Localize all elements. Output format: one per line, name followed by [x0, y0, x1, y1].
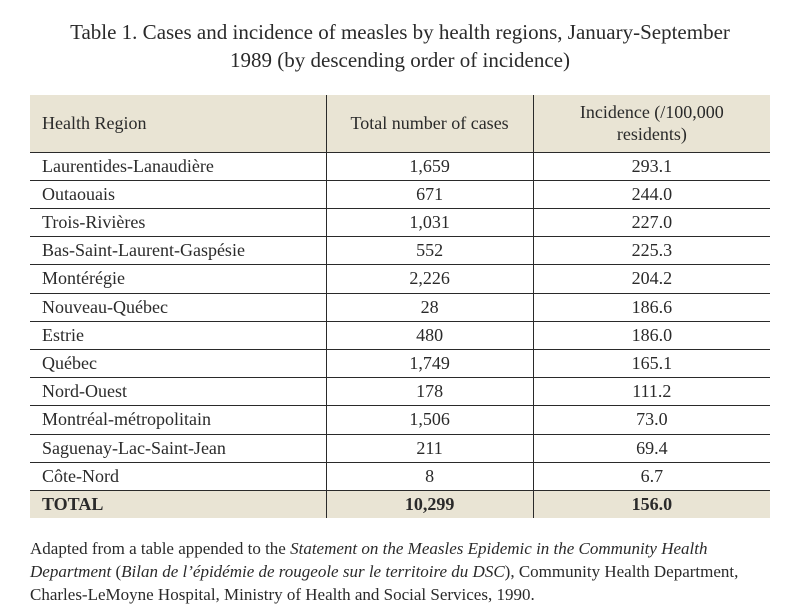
table-row: Montérégie2,226204.2 [30, 265, 770, 293]
cell-incidence: 225.3 [533, 237, 770, 265]
table-row: Nouveau-Québec28186.6 [30, 293, 770, 321]
cell-cases: 1,659 [326, 152, 533, 180]
cell-incidence: 186.6 [533, 293, 770, 321]
table-row: Montréal-métropolitain1,50673.0 [30, 406, 770, 434]
cell-cases: 211 [326, 434, 533, 462]
footnote-title-fr: Bilan de l’épidémie de rougeole sur le t… [121, 562, 505, 581]
col-header-cases: Total number of cases [326, 95, 533, 153]
total-cell-cases: 10,299 [326, 490, 533, 518]
table-footnote: Adapted from a table appended to the Sta… [30, 538, 770, 607]
cell-incidence: 6.7 [533, 462, 770, 490]
cell-region: Québec [30, 350, 326, 378]
cell-region: Montréal-métropolitain [30, 406, 326, 434]
table-row: Bas-Saint-Laurent-Gaspésie552225.3 [30, 237, 770, 265]
total-cell-incidence: 156.0 [533, 490, 770, 518]
cell-incidence: 165.1 [533, 350, 770, 378]
cell-cases: 1,506 [326, 406, 533, 434]
cell-cases: 1,749 [326, 350, 533, 378]
cell-incidence: 244.0 [533, 180, 770, 208]
footnote-open: ( [111, 562, 121, 581]
cell-incidence: 186.0 [533, 321, 770, 349]
footnote-pre: Adapted from a table appended to the [30, 539, 290, 558]
table-row: Nord-Ouest178111.2 [30, 378, 770, 406]
cell-cases: 552 [326, 237, 533, 265]
table-row: Saguenay-Lac-Saint-Jean21169.4 [30, 434, 770, 462]
table-title: Table 1. Cases and incidence of measles … [30, 18, 770, 75]
cell-incidence: 73.0 [533, 406, 770, 434]
cell-cases: 480 [326, 321, 533, 349]
table-row: Trois-Rivières1,031227.0 [30, 209, 770, 237]
measles-table: Health Region Total number of cases Inci… [30, 95, 770, 518]
cell-incidence: 227.0 [533, 209, 770, 237]
col-header-incidence: Incidence (/100,000 residents) [533, 95, 770, 153]
cell-region: Saguenay-Lac-Saint-Jean [30, 434, 326, 462]
cell-cases: 178 [326, 378, 533, 406]
table-row: Québec1,749165.1 [30, 350, 770, 378]
col-header-region: Health Region [30, 95, 326, 153]
cell-region: Laurentides-Lanaudière [30, 152, 326, 180]
table-row: Outaouais671244.0 [30, 180, 770, 208]
cell-cases: 8 [326, 462, 533, 490]
cell-cases: 671 [326, 180, 533, 208]
cell-region: Estrie [30, 321, 326, 349]
cell-region: Montérégie [30, 265, 326, 293]
total-cell-region: TOTAL [30, 490, 326, 518]
table-row: Estrie480186.0 [30, 321, 770, 349]
cell-region: Outaouais [30, 180, 326, 208]
cell-cases: 1,031 [326, 209, 533, 237]
cell-region: Côte-Nord [30, 462, 326, 490]
cell-incidence: 69.4 [533, 434, 770, 462]
table-header-row: Health Region Total number of cases Inci… [30, 95, 770, 153]
table-row: Laurentides-Lanaudière1,659293.1 [30, 152, 770, 180]
cell-region: Nouveau-Québec [30, 293, 326, 321]
cell-incidence: 293.1 [533, 152, 770, 180]
table-total-row: TOTAL10,299156.0 [30, 490, 770, 518]
table-row: Côte-Nord86.7 [30, 462, 770, 490]
cell-cases: 28 [326, 293, 533, 321]
cell-region: Trois-Rivières [30, 209, 326, 237]
cell-cases: 2,226 [326, 265, 533, 293]
cell-region: Nord-Ouest [30, 378, 326, 406]
cell-incidence: 204.2 [533, 265, 770, 293]
cell-incidence: 111.2 [533, 378, 770, 406]
cell-region: Bas-Saint-Laurent-Gaspésie [30, 237, 326, 265]
